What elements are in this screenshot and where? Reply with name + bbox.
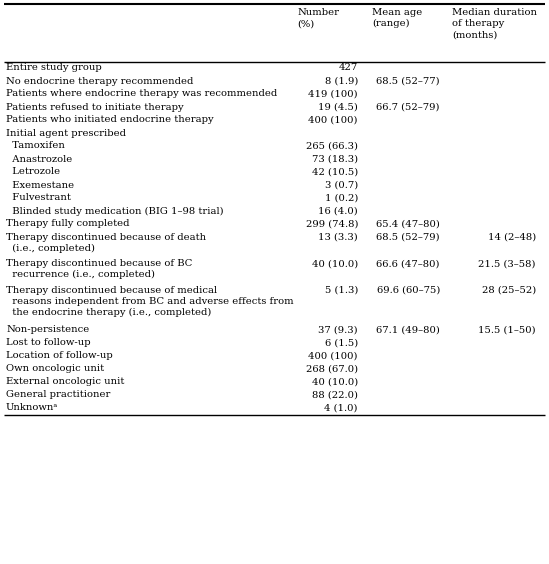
Text: Therapy fully completed: Therapy fully completed: [6, 219, 130, 228]
Text: 67.1 (49–80): 67.1 (49–80): [376, 325, 440, 334]
Text: 268 (67.0): 268 (67.0): [306, 364, 358, 373]
Text: Patients where endocrine therapy was recommended: Patients where endocrine therapy was rec…: [6, 90, 277, 99]
Text: Therapy discontinued because of medical
  reasons independent from BC and advers: Therapy discontinued because of medical …: [6, 286, 294, 317]
Text: 68.5 (52–79): 68.5 (52–79): [377, 232, 440, 241]
Text: Location of follow-up: Location of follow-up: [6, 351, 113, 360]
Text: 37 (9.3): 37 (9.3): [318, 325, 358, 334]
Text: 5 (1.3): 5 (1.3): [324, 286, 358, 295]
Text: 13 (3.3): 13 (3.3): [318, 232, 358, 241]
Text: Therapy discontinued because of BC
  recurrence (i.e., completed): Therapy discontinued because of BC recur…: [6, 259, 192, 279]
Text: Tamoxifen: Tamoxifen: [6, 142, 65, 151]
Text: Number
(%): Number (%): [297, 8, 339, 28]
Text: 8 (1.9): 8 (1.9): [324, 77, 358, 86]
Text: 3 (0.7): 3 (0.7): [325, 180, 358, 190]
Text: 65.4 (47–80): 65.4 (47–80): [376, 219, 440, 228]
Text: Entire study group: Entire study group: [6, 64, 102, 73]
Text: General practitioner: General practitioner: [6, 390, 110, 399]
Text: 265 (66.3): 265 (66.3): [306, 142, 358, 151]
Text: 40 (10.0): 40 (10.0): [312, 259, 358, 268]
Text: 40 (10.0): 40 (10.0): [312, 377, 358, 386]
Text: Exemestane: Exemestane: [6, 180, 74, 190]
Text: 400 (100): 400 (100): [309, 351, 358, 360]
Text: 88 (22.0): 88 (22.0): [312, 390, 358, 399]
Text: 4 (1.0): 4 (1.0): [324, 403, 358, 412]
Text: 400 (100): 400 (100): [309, 116, 358, 125]
Text: Patients refused to initiate therapy: Patients refused to initiate therapy: [6, 103, 183, 112]
Text: Letrozole: Letrozole: [6, 168, 60, 177]
Text: 299 (74.8): 299 (74.8): [305, 219, 358, 228]
Text: 19 (4.5): 19 (4.5): [318, 103, 358, 112]
Text: No endocrine therapy recommended: No endocrine therapy recommended: [6, 77, 193, 86]
Text: 16 (4.0): 16 (4.0): [318, 206, 358, 215]
Text: External oncologic unit: External oncologic unit: [6, 377, 125, 386]
Text: 68.5 (52–77): 68.5 (52–77): [377, 77, 440, 86]
Text: Anastrozole: Anastrozole: [6, 155, 72, 164]
Text: 28 (25–52): 28 (25–52): [482, 286, 536, 295]
Text: Fulvestrant: Fulvestrant: [6, 193, 71, 202]
Text: 69.6 (60–75): 69.6 (60–75): [377, 286, 440, 295]
Text: 21.5 (3–58): 21.5 (3–58): [479, 259, 536, 268]
Text: 419 (100): 419 (100): [309, 90, 358, 99]
Text: 42 (10.5): 42 (10.5): [312, 168, 358, 177]
Text: Lost to follow-up: Lost to follow-up: [6, 338, 91, 347]
Text: Own oncologic unit: Own oncologic unit: [6, 364, 104, 373]
Text: 66.7 (52–79): 66.7 (52–79): [377, 103, 440, 112]
Text: 427: 427: [339, 64, 358, 73]
Text: Blinded study medication (BIG 1–98 trial): Blinded study medication (BIG 1–98 trial…: [6, 206, 223, 215]
Text: Mean age
(range): Mean age (range): [372, 8, 422, 28]
Text: Unknownᵃ: Unknownᵃ: [6, 403, 58, 412]
Text: 15.5 (1–50): 15.5 (1–50): [478, 325, 536, 334]
Text: 6 (1.5): 6 (1.5): [325, 338, 358, 347]
Text: 14 (2–48): 14 (2–48): [488, 232, 536, 241]
Text: Median duration
of therapy
(months): Median duration of therapy (months): [452, 8, 537, 39]
Text: 73 (18.3): 73 (18.3): [312, 155, 358, 164]
Text: Non-persistence: Non-persistence: [6, 325, 89, 334]
Text: 1 (0.2): 1 (0.2): [324, 193, 358, 202]
Text: Patients who initiated endocrine therapy: Patients who initiated endocrine therapy: [6, 116, 214, 125]
Text: Initial agent prescribed: Initial agent prescribed: [6, 129, 126, 138]
Text: Therapy discontinued because of death
  (i.e., completed): Therapy discontinued because of death (i…: [6, 232, 206, 253]
Text: 66.6 (47–80): 66.6 (47–80): [377, 259, 440, 268]
